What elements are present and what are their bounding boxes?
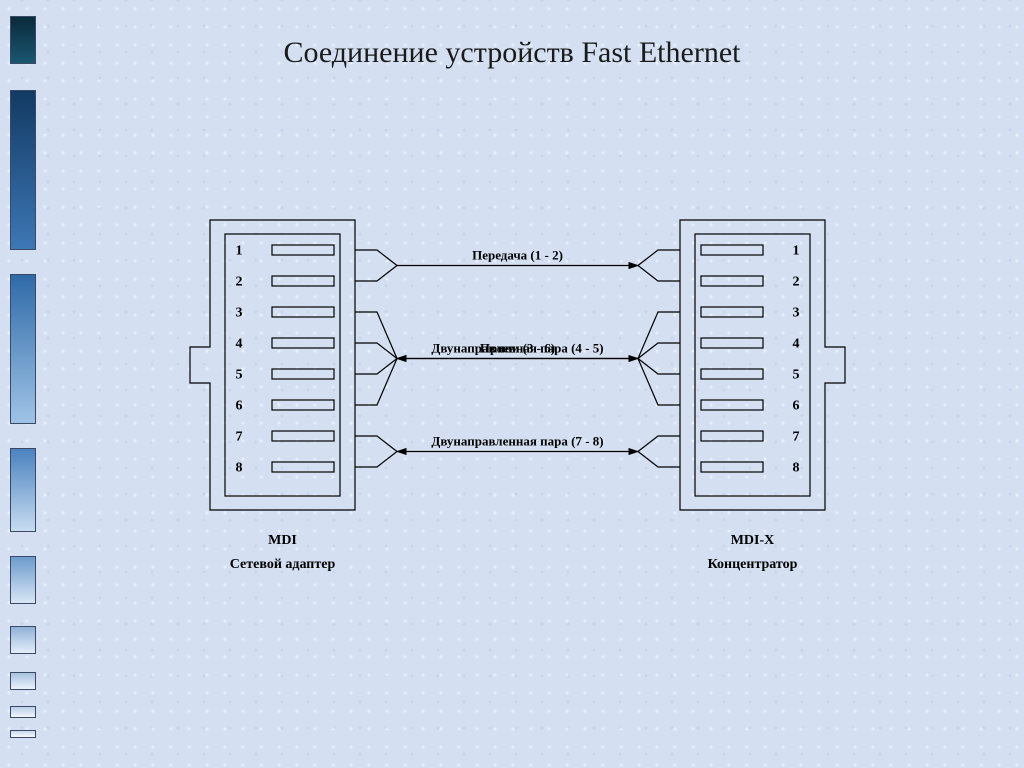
- connector-pin: [701, 462, 763, 472]
- connector-pin: [272, 462, 334, 472]
- pin-number: 4: [236, 337, 243, 352]
- connector-inner: [225, 234, 340, 496]
- connector-pin: [272, 400, 334, 410]
- pin-number: 3: [236, 306, 243, 321]
- connector-pin: [701, 307, 763, 317]
- wire-segment: [638, 250, 680, 266]
- connector-pin: [272, 245, 334, 255]
- pin-number: 3: [793, 306, 800, 321]
- pin-number: 6: [236, 399, 243, 414]
- wire-segment: [355, 266, 397, 282]
- wire-segment: [355, 452, 397, 468]
- pin-number: 5: [793, 368, 800, 383]
- wire-segment: [355, 359, 397, 406]
- pin-number: 6: [793, 399, 800, 414]
- wire-segment: [638, 436, 680, 452]
- right-connector-type: MDI-X: [731, 533, 775, 548]
- pin-number: 5: [236, 368, 243, 383]
- connector-pin: [701, 276, 763, 286]
- connector-pin: [701, 245, 763, 255]
- pin-number: 7: [236, 430, 243, 445]
- pin-number: 7: [793, 430, 800, 445]
- pin-number: 1: [236, 244, 243, 259]
- wire-segment: [638, 266, 680, 282]
- connector-pin: [272, 338, 334, 348]
- pin-number: 1: [793, 244, 800, 259]
- connector-inner: [695, 234, 810, 496]
- wire-segment: [355, 312, 397, 359]
- wire-segment: [638, 312, 680, 359]
- wire-segment: [638, 452, 680, 468]
- connector-pin: [272, 307, 334, 317]
- pin-number: 8: [793, 461, 800, 476]
- connector-pin: [701, 431, 763, 441]
- right-connector-device: Концентратор: [708, 557, 798, 572]
- pin-number: 8: [236, 461, 243, 476]
- connector-pin: [272, 369, 334, 379]
- pin-number: 2: [236, 275, 243, 290]
- wire-label: Двунаправленная пара (4 - 5): [431, 341, 603, 356]
- wire-segment: [638, 359, 680, 406]
- left-connector-device: Сетевой адаптер: [230, 557, 336, 572]
- left-connector-type: MDI: [268, 533, 297, 548]
- wire-segment: [355, 250, 397, 266]
- pin-number: 2: [793, 275, 800, 290]
- wire-segment: [355, 436, 397, 452]
- connector-pin: [701, 338, 763, 348]
- ethernet-wiring-diagram: 1234567812345678Передача (1 - 2)Прием (3…: [0, 0, 1024, 768]
- pin-number: 4: [793, 337, 800, 352]
- connector-pin: [272, 431, 334, 441]
- wire-label: Передача (1 - 2): [472, 248, 563, 263]
- connector-pin: [701, 400, 763, 410]
- connector-pin: [272, 276, 334, 286]
- connector-pin: [701, 369, 763, 379]
- wire-label: Двунаправленная пара (7 - 8): [431, 434, 603, 449]
